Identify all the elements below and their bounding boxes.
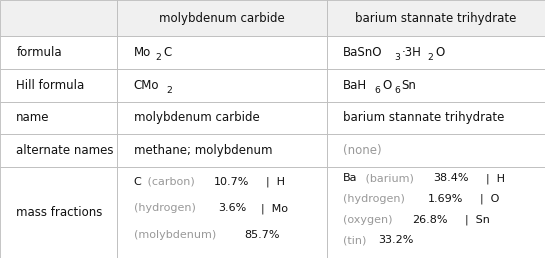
Text: molybdenum carbide: molybdenum carbide (159, 12, 285, 25)
Text: barium stannate trihydrate: barium stannate trihydrate (343, 111, 505, 124)
Text: O: O (435, 46, 444, 59)
Text: Sn: Sn (402, 79, 416, 92)
Bar (0, 167, 117, 258)
Text: Ba: Ba (343, 173, 358, 183)
Text: barium stannate trihydrate: barium stannate trihydrate (355, 12, 517, 25)
Text: O: O (382, 79, 391, 92)
Text: |  H: | H (479, 173, 505, 184)
Bar (117, 0, 327, 36)
Bar (117, 69, 327, 102)
Bar (0, 36, 117, 69)
Bar (0, 102, 117, 134)
Text: formula: formula (16, 46, 62, 59)
Text: CMo: CMo (134, 79, 159, 92)
Bar (117, 167, 327, 258)
Text: BaSnO: BaSnO (343, 46, 383, 59)
Text: 1.69%: 1.69% (428, 194, 463, 204)
Bar (0, 69, 117, 102)
Text: 2: 2 (156, 53, 162, 62)
Text: (molybdenum): (molybdenum) (134, 230, 219, 240)
Bar (327, 102, 545, 134)
Text: (hydrogen): (hydrogen) (134, 204, 199, 213)
Text: 26.8%: 26.8% (411, 215, 447, 225)
Text: name: name (16, 111, 50, 124)
Text: 2: 2 (166, 86, 172, 95)
Text: |  Sn: | Sn (458, 214, 489, 225)
Text: 3: 3 (395, 53, 400, 62)
Text: (barium): (barium) (362, 173, 417, 183)
Text: 2: 2 (427, 53, 433, 62)
Text: (none): (none) (343, 144, 382, 157)
Bar (327, 36, 545, 69)
Bar (327, 0, 545, 36)
Text: (carbon): (carbon) (143, 177, 198, 187)
Text: mass fractions: mass fractions (16, 206, 102, 219)
Text: Mo: Mo (134, 46, 151, 59)
Text: |  H: | H (259, 176, 285, 187)
Bar (327, 69, 545, 102)
Text: BaH: BaH (343, 79, 367, 92)
Text: ·3H: ·3H (402, 46, 422, 59)
Text: 3.6%: 3.6% (218, 204, 246, 213)
Bar (0, 0, 117, 36)
Text: alternate names: alternate names (16, 144, 114, 157)
Text: 38.4%: 38.4% (433, 173, 469, 183)
Text: (oxygen): (oxygen) (343, 215, 396, 225)
Text: Hill formula: Hill formula (16, 79, 84, 92)
Text: 33.2%: 33.2% (378, 235, 414, 245)
Text: 10.7%: 10.7% (214, 177, 249, 187)
Text: |  O: | O (474, 194, 500, 204)
Text: methane; molybdenum: methane; molybdenum (134, 144, 272, 157)
Text: (hydrogen): (hydrogen) (343, 194, 409, 204)
Text: molybdenum carbide: molybdenum carbide (134, 111, 259, 124)
Text: C: C (134, 177, 141, 187)
Bar (0, 134, 117, 167)
Bar (117, 102, 327, 134)
Text: 6: 6 (394, 86, 400, 95)
Text: |  Mo: | Mo (255, 203, 288, 214)
Text: 85.7%: 85.7% (244, 230, 280, 240)
Bar (117, 36, 327, 69)
Text: C: C (164, 46, 172, 59)
Text: (tin): (tin) (343, 235, 370, 245)
Bar (327, 167, 545, 258)
Text: 6: 6 (374, 86, 380, 95)
Bar (117, 134, 327, 167)
Bar (327, 134, 545, 167)
